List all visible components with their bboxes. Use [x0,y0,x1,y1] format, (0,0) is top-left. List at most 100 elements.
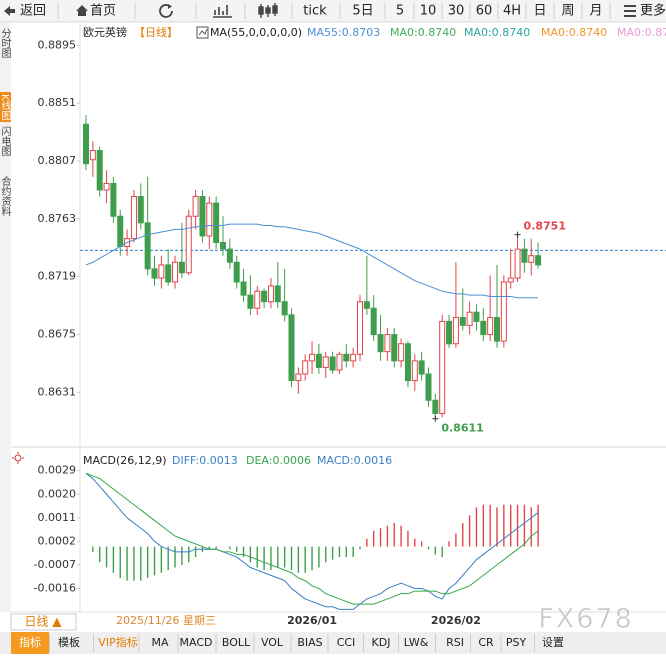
candle-body [398,343,405,362]
candle-body [199,196,206,237]
settings-icon[interactable] [196,26,209,39]
side-tab[interactable]: 合约资料 [0,175,11,217]
indicator-tab[interactable]: MACD [180,636,213,649]
side-tab-active [0,92,11,122]
candle-body [425,373,432,401]
candle-body [144,222,151,270]
side-tabs [0,23,11,612]
candle-body [370,307,377,336]
indicator-tab[interactable]: RSI [446,636,464,649]
toolbar-button[interactable]: 返回 [20,4,46,19]
candle-body [377,334,384,353]
candle-body [151,268,158,279]
candle-icon[interactable] [258,3,278,18]
refresh-arrow [168,4,172,9]
menu-icon[interactable] [624,5,636,17]
candle-body [96,150,103,191]
indicator-tab[interactable]: MA [151,636,168,649]
candle-body [473,311,480,322]
candle-body [322,356,329,368]
toolbar-button[interactable]: 5 [396,4,404,19]
home-icon[interactable] [76,5,88,16]
candle-body [158,264,165,279]
candle-body [494,316,500,342]
macd-line [85,472,539,605]
indicator-tab[interactable]: KDJ [372,636,391,649]
toolbar-button[interactable]: 4H [503,4,521,19]
y-tick-label: 0.8851 [38,96,77,109]
candle-body [514,248,521,279]
indicator-tab[interactable]: PSY [506,636,527,649]
side-tab[interactable]: 闪电图 [0,125,11,157]
indicator-tab[interactable]: 设置 [542,636,564,649]
indicator-tab[interactable]: BOLL [222,636,251,649]
legend-entry: MA55:0.8703 [307,26,380,39]
candle-body [233,261,240,283]
side-tab[interactable]: 分时图 [0,28,11,59]
toolbar-button[interactable]: 日 [533,4,546,19]
line-chart-icon[interactable] [213,5,232,18]
crosshair-date: 2025/11/26 星期三 [116,614,216,627]
watermark: FX678 [538,604,634,635]
candle-body [254,290,261,309]
tab-active [11,632,49,654]
refresh-icon[interactable] [159,4,173,18]
toolbar-button[interactable]: 30 [448,4,465,19]
candle-body [535,255,542,266]
toolbar-button[interactable]: 5日 [352,4,373,19]
ma-line [85,223,539,299]
y-tick-label: 0.8895 [38,38,77,51]
candle-body [329,356,336,371]
toolbar-button[interactable]: tick [303,4,327,19]
candle-body [432,399,439,414]
candle-body [178,261,185,274]
toolbar-button[interactable]: 周 [561,4,574,19]
indicator-tab[interactable]: VIP指标 [98,635,137,649]
candle-body [309,353,316,362]
candle-body [521,248,528,263]
candle-body [480,320,487,336]
macd-line [85,472,539,610]
y-tick-label: 0.8719 [38,270,77,283]
indicator-tab[interactable]: BIAS [297,636,322,649]
macd-icon[interactable] [12,452,24,464]
candle-body [89,150,96,161]
toolbar-button[interactable]: 更多 [640,3,666,19]
indicator-tab[interactable]: CCI [337,636,356,649]
indicator-tab[interactable]: 指标 [19,635,41,649]
candle-body [267,285,274,303]
candle-body [507,277,514,283]
period-button-box[interactable] [10,613,77,631]
x-tick-label: 2026/02 [431,614,481,627]
toolbar-button[interactable]: 首页 [90,4,116,19]
indicator-tab[interactable]: CR [478,636,494,649]
indicator-tab[interactable]: 模板 [58,635,80,649]
legend-entry: DIFF:0.0013 [172,454,238,467]
candle-body [459,316,466,326]
x-tick-label: 2026/01 [287,614,337,627]
indicator-tab[interactable]: LW& [404,636,429,649]
indicator-tab[interactable]: VOL [261,636,284,649]
back-icon[interactable] [4,6,15,16]
candle-body [247,294,254,309]
candle-body [226,248,233,263]
candle-body [411,360,418,382]
toolbar-button[interactable]: 10 [420,4,437,19]
toolbar-button[interactable]: 月 [589,4,602,19]
y-tick-label: -0.0016 [34,581,76,594]
y-tick-label: 0.0020 [38,487,77,500]
toolbar-button[interactable]: 60 [476,4,493,19]
high-marker [514,231,521,238]
period-button[interactable]: 日线 ▲ [24,615,62,629]
candle-body [213,202,220,244]
candle-body [302,360,309,375]
side-tab[interactable]: K线图 [0,94,11,121]
candle-body [274,285,281,303]
candle-body [487,316,494,336]
indicator-label: MA(55,0,0,0,0,0) [210,26,302,39]
y-tick-label: 0.8807 [38,154,77,167]
candle-body [384,334,391,353]
macd-title: MACD(26,12,9) [83,454,167,467]
low-marker [432,415,439,422]
